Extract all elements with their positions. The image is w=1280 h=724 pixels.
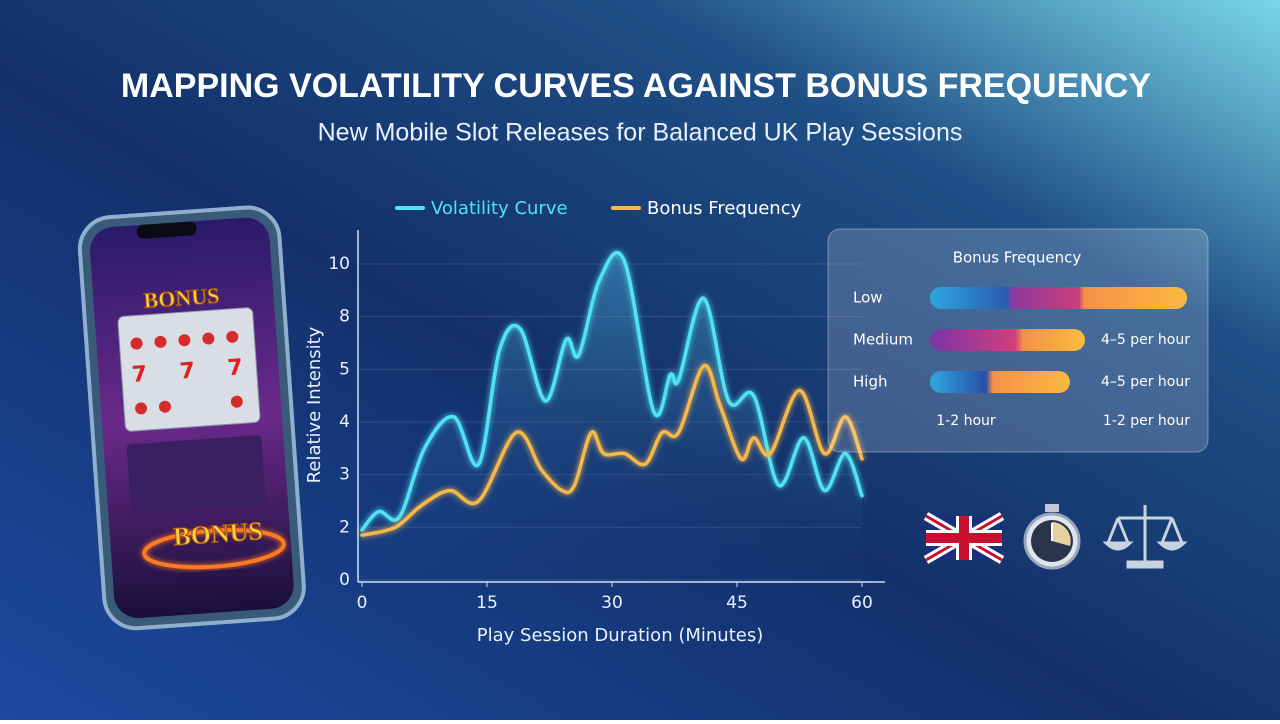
- y-tick-label: 8: [339, 307, 350, 327]
- row-label: Medium: [853, 331, 913, 349]
- area: [362, 252, 862, 580]
- stopwatch-icon: [1023, 504, 1081, 570]
- title: MAPPING VOLATILITY CURVES AGAINST BONUS …: [121, 67, 1151, 105]
- frequency-bar: [930, 287, 1187, 309]
- x-tick-label: 60: [851, 593, 873, 613]
- slot-sevens: 7 7 7: [131, 355, 244, 388]
- x-axis-label: Play Session Duration (Minutes): [477, 625, 763, 646]
- row-note: 4–5 per hour: [1101, 374, 1190, 390]
- svg-text:7: 7: [227, 355, 244, 381]
- x-tick-label: 0: [357, 593, 368, 613]
- phone: 7 7 7 BONUS BONUS: [77, 205, 306, 631]
- slot-symbols: [130, 330, 243, 415]
- x-tick-label: 45: [726, 593, 748, 613]
- legend-label: Volatility Curve: [431, 198, 568, 219]
- slot-reels: [117, 307, 261, 432]
- phone-notch: [136, 221, 197, 239]
- line: [360, 363, 864, 537]
- y-tick-label: 3: [339, 465, 350, 485]
- y-tick-label: 4: [339, 412, 350, 432]
- uk-flag-icon: [923, 512, 1005, 564]
- panel-footer: 1-2 per hour: [1103, 413, 1190, 429]
- panel-footer: 1-2 hour: [936, 413, 996, 429]
- panel-title: Bonus Frequency: [953, 249, 1082, 267]
- y-tick-label: 5: [339, 359, 350, 379]
- bonus-sign-top: BONUS: [143, 283, 220, 313]
- x-tick-label: 15: [476, 593, 498, 613]
- y-axis-label: Relative Intensity: [304, 326, 325, 483]
- glow-ring: [142, 528, 286, 570]
- y-tick-label: 10: [328, 254, 350, 274]
- svg-text:7: 7: [179, 359, 196, 385]
- row-note: 4–5 per hour: [1101, 332, 1190, 348]
- svg-text:7: 7: [131, 362, 148, 388]
- y-tick-label: 0: [339, 570, 350, 590]
- frequency-bar: [930, 371, 1070, 393]
- subtitle: New Mobile Slot Releases for Balanced UK…: [318, 119, 963, 147]
- legend-label: Bonus Frequency: [647, 198, 802, 219]
- slot-base: [126, 435, 266, 515]
- y-tick-label: 2: [339, 517, 350, 537]
- bonus-sign-bottom: BONUS: [172, 516, 263, 551]
- line: [360, 251, 864, 532]
- frequency-panel: Bonus Frequency Low Medium 4–5 per hour …: [827, 228, 1209, 453]
- scales-icon: [1102, 505, 1188, 569]
- row-label: High: [853, 373, 887, 391]
- x-tick-label: 30: [601, 593, 623, 613]
- row-label: Low: [853, 289, 883, 307]
- frequency-bar: [930, 329, 1085, 351]
